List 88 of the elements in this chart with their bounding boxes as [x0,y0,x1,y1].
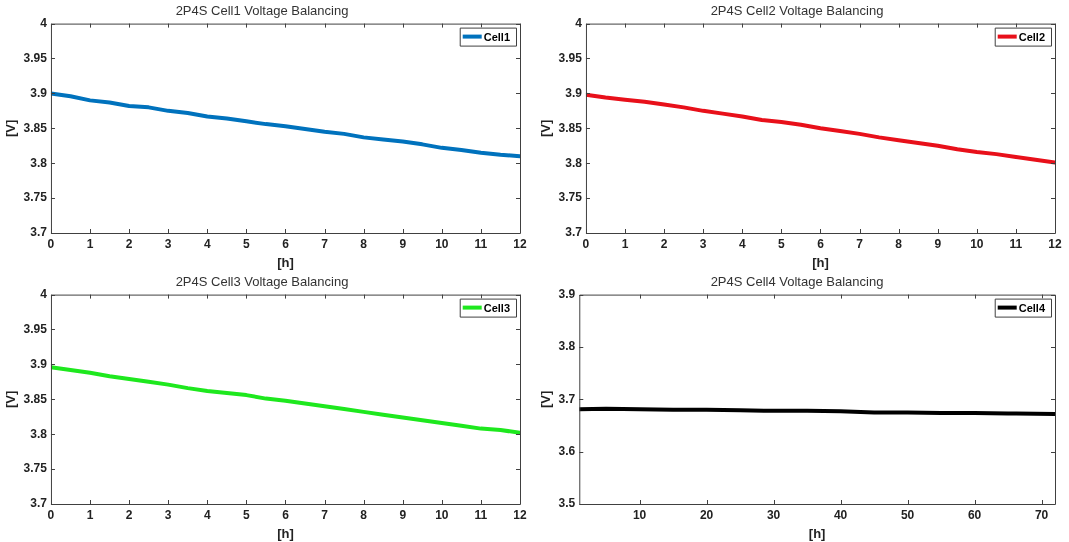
y-tick-label: 4 [40,15,48,30]
x-tick-label: 7 [856,236,864,251]
x-tick-label: 5 [778,236,786,251]
y-tick-label: 3.7 [565,225,583,240]
y-tick-label: 3.85 [558,120,583,135]
x-tick-label: 70 [1034,507,1049,522]
y-tick-label: 3.95 [23,50,48,65]
y-tick-label: 4 [575,15,583,30]
x-tick-label: 12 [1048,236,1062,251]
x-tick-label: 6 [282,507,290,522]
x-tick-label: 12 [513,507,527,522]
y-tick-label: 3.9 [558,286,576,301]
x-tick-label: 10 [970,236,984,251]
x-tick-label: 1 [86,236,94,251]
x-tick-label: 11 [1009,236,1023,251]
x-tick-label: 0 [47,236,55,251]
y-tick-label: 3.9 [565,85,583,100]
x-tick-label: 11 [474,507,488,522]
x-tick-label: 20 [699,507,714,522]
x-tick-label: 5 [243,507,251,522]
y-tick-label: 3.9 [30,85,48,100]
x-tick-label: 8 [895,236,903,251]
legend-label: Cell3 [483,301,511,314]
x-tick-label: 60 [967,507,982,522]
y-axis-title: [V] [3,390,19,408]
y-tick-label: 3.7 [30,225,48,240]
x-tick-label: 4 [203,507,211,522]
x-tick-label: 9 [934,236,942,251]
legend-label: Cell2 [1018,30,1046,43]
x-tick-label: 9 [399,507,407,522]
x-tick-label: 40 [833,507,848,522]
x-tick-label: 10 [435,507,449,522]
x-tick-label: 0 [582,236,590,251]
x-tick-label: 6 [817,236,825,251]
y-tick-label: 3.75 [23,461,48,476]
x-tick-label: 4 [203,236,211,251]
x-tick-label: 3 [699,236,707,251]
y-tick-label: 4 [40,286,48,301]
x-tick-label: 2 [660,236,668,251]
x-tick-label: 5 [243,236,251,251]
y-tick-label: 3.8 [30,426,48,441]
y-axis-title: [V] [538,390,554,408]
y-tick-label: 3.7 [30,496,48,511]
x-axis-title: [h] [277,525,294,541]
x-tick-label: 3 [164,236,172,251]
x-tick-label: 11 [474,236,488,251]
y-tick-label: 3.75 [23,190,48,205]
y-tick-label: 3.9 [30,356,48,371]
chart-title: 2P4S Cell3 Voltage Balancing [175,274,349,290]
y-tick-label: 3.8 [558,339,576,354]
x-tick-label: 8 [360,507,368,522]
x-axis-title: [h] [277,254,294,270]
y-tick-label: 3.85 [23,120,48,135]
y-axis-title: [V] [3,119,19,137]
x-tick-label: 1 [621,236,629,251]
x-tick-label: 9 [399,236,407,251]
legend-label: Cell4 [1018,301,1046,314]
x-tick-label: 6 [282,236,290,251]
x-tick-label: 30 [766,507,781,522]
x-tick-label: 10 [632,507,647,522]
x-tick-label: 3 [164,507,172,522]
x-tick-label: 7 [321,236,329,251]
y-tick-label: 3.85 [23,391,48,406]
y-axis-title: [V] [538,119,554,137]
chart-title: 2P4S Cell4 Voltage Balancing [710,274,884,290]
x-tick-label: 12 [513,236,527,251]
y-tick-label: 3.75 [558,190,583,205]
y-tick-label: 3.6 [558,443,576,458]
x-axis-title: [h] [812,254,829,270]
x-tick-label: 10 [435,236,449,251]
x-tick-label: 0 [47,507,55,522]
y-tick-label: 3.5 [558,496,576,511]
y-tick-label: 3.8 [30,155,48,170]
x-tick-label: 2 [125,507,133,522]
y-tick-label: 3.95 [23,321,48,336]
chart-title: 2P4S Cell1 Voltage Balancing [175,3,349,19]
y-tick-label: 3.8 [565,155,583,170]
y-tick-label: 3.95 [558,50,583,65]
x-tick-label: 50 [900,507,915,522]
x-tick-label: 7 [321,507,329,522]
x-tick-label: 2 [125,236,133,251]
x-axis-title: [h] [808,525,826,541]
x-tick-label: 8 [360,236,368,251]
chart-title: 2P4S Cell2 Voltage Balancing [710,3,884,19]
y-tick-label: 3.7 [558,391,576,406]
legend-label: Cell1 [483,30,511,43]
x-tick-label: 4 [738,236,746,251]
x-tick-label: 1 [86,507,94,522]
